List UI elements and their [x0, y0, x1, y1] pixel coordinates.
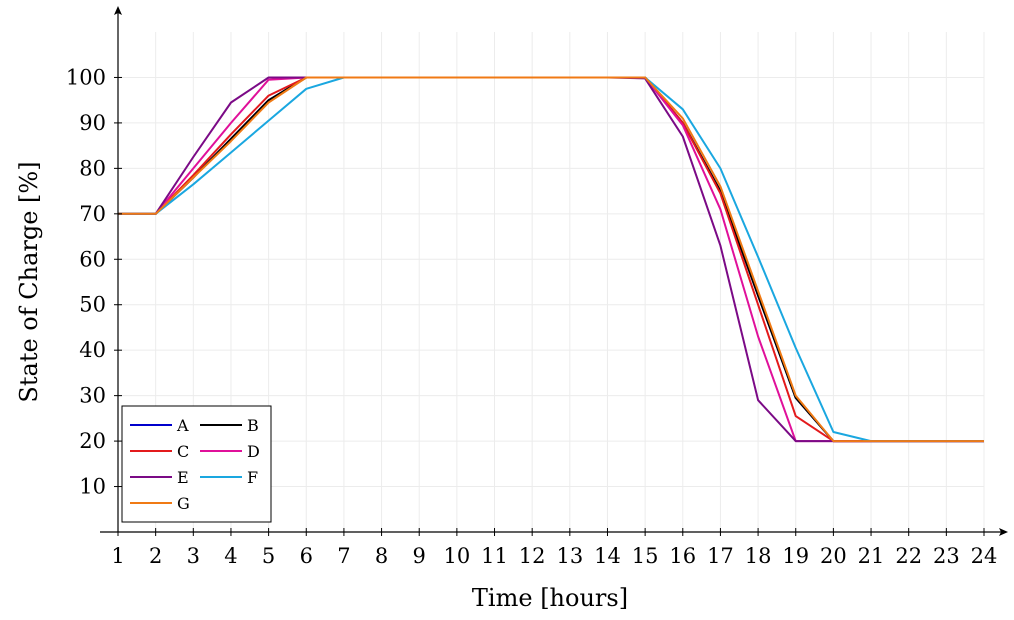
x-tick-label: 11 — [481, 544, 508, 568]
x-tick-label: 16 — [669, 544, 696, 568]
x-tick-label: 20 — [820, 544, 847, 568]
x-axis-title: Time [hours] — [472, 584, 628, 612]
y-tick-label: 70 — [79, 202, 106, 226]
x-tick-label: 22 — [895, 544, 922, 568]
x-tick-label: 6 — [300, 544, 313, 568]
x-axis-arrow — [999, 528, 1008, 536]
grid — [117, 32, 985, 532]
y-tick-label: 40 — [79, 338, 106, 362]
legend-label-b: B — [247, 416, 259, 435]
y-tick-label: 60 — [79, 247, 106, 271]
x-tick-label: 10 — [444, 544, 471, 568]
axes — [100, 6, 1008, 536]
x-tick-label: 23 — [933, 544, 960, 568]
y-ticks: 10 20 30 40 50 60 70 80 90 100 — [66, 65, 122, 499]
x-tick-label: 7 — [337, 544, 350, 568]
series-line-g — [118, 76, 984, 443]
x-tick-label: 13 — [556, 544, 583, 568]
x-tick-label: 9 — [413, 544, 426, 568]
x-tick-label: 5 — [262, 544, 275, 568]
x-tick-label: 18 — [745, 544, 772, 568]
x-tick-label: 24 — [971, 544, 998, 568]
x-tick-label: 2 — [149, 544, 162, 568]
y-axis-arrow — [114, 6, 122, 15]
y-tick-label: 20 — [79, 429, 106, 453]
legend: A B C D E F G — [121, 405, 272, 523]
y-tick-label: 50 — [79, 293, 106, 317]
x-tick-label: 17 — [707, 544, 734, 568]
legend-label-g: G — [177, 494, 190, 513]
y-tick-label: 30 — [79, 384, 106, 408]
x-tick-label: 8 — [375, 544, 388, 568]
x-tick-label: 15 — [632, 544, 659, 568]
y-tick-label: 100 — [66, 65, 106, 89]
legend-label-a: A — [176, 416, 189, 435]
y-tick-label: 90 — [79, 111, 106, 135]
series-lines — [118, 76, 984, 443]
x-tick-label: 12 — [519, 544, 546, 568]
x-tick-label: 4 — [224, 544, 237, 568]
legend-label-d: D — [247, 442, 260, 461]
x-tick-label: 14 — [594, 544, 621, 568]
y-tick-label: 10 — [79, 475, 106, 499]
x-tick-label: 3 — [187, 544, 200, 568]
x-tick-label: 19 — [782, 544, 809, 568]
y-tick-label: 80 — [79, 156, 106, 180]
x-tick-label: 21 — [858, 544, 885, 568]
legend-label-f: F — [247, 468, 258, 487]
x-tick-label: 1 — [111, 544, 124, 568]
legend-label-e: E — [177, 468, 189, 487]
x-ticks: 1 2 3 4 5 6 7 8 9 10 11 12 13 14 15 16 17 18 19 20 21 22 23 24 — [111, 528, 997, 568]
y-axis-title: State of Charge [%] — [15, 161, 43, 402]
legend-label-c: C — [177, 442, 189, 461]
